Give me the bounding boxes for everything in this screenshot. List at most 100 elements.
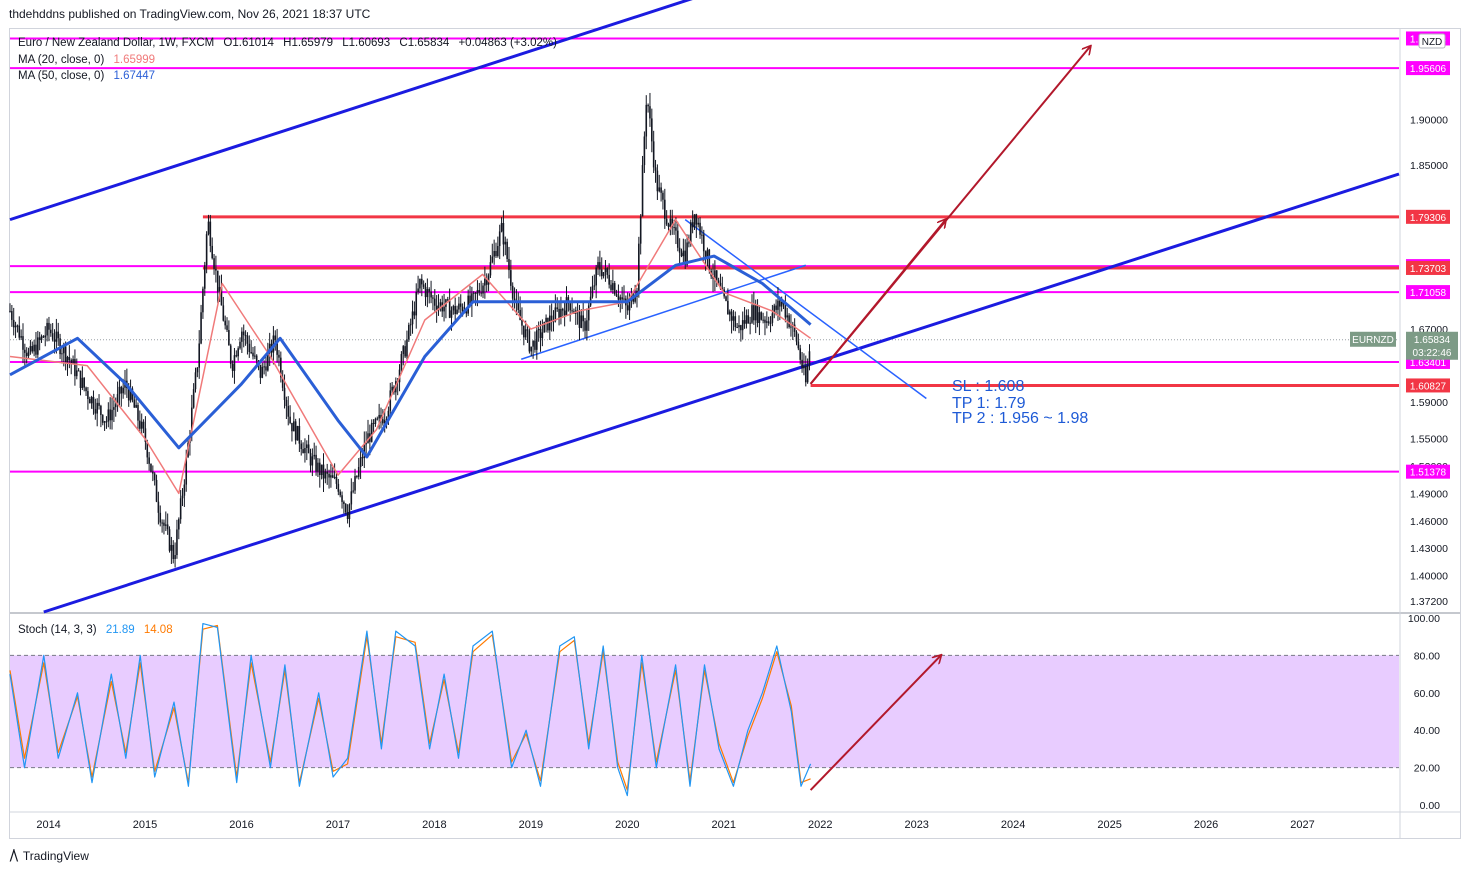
- stoch-k-line: [9, 623, 812, 797]
- candle-body: [294, 421, 297, 441]
- candle-body: [669, 218, 672, 227]
- candle-body: [129, 388, 132, 401]
- candle-body: [352, 490, 354, 492]
- candle-body: [344, 504, 347, 513]
- candle-body: [367, 433, 369, 444]
- candle-body: [563, 310, 566, 316]
- candle-body: [528, 330, 531, 352]
- legend-symbol: Euro / New Zealand Dollar, 1W, FXCM: [18, 37, 214, 49]
- candle-body: [547, 317, 549, 331]
- candle-body: [81, 377, 84, 388]
- price-level-tag: [1406, 61, 1450, 76]
- annotation-tp2: TP 2 : 1.956 ~ 1.98: [952, 410, 1088, 427]
- candle-body: [261, 366, 264, 378]
- candle-body: [213, 258, 215, 269]
- candle-body: [111, 409, 113, 421]
- candle-body: [404, 346, 406, 357]
- candle-body: [775, 305, 777, 310]
- candle-body: [322, 464, 325, 479]
- candle-body: [94, 409, 97, 414]
- candle-body: [738, 325, 740, 328]
- candle-body: [675, 227, 677, 231]
- candle-body: [370, 422, 373, 442]
- stoch-tick-label: 100.00: [1408, 613, 1440, 625]
- candle-body: [289, 416, 291, 423]
- symbol-tag: [1350, 331, 1396, 347]
- candle-body: [85, 387, 87, 392]
- candle-body: [797, 341, 800, 349]
- candle-body: [376, 418, 379, 420]
- candle-body: [478, 290, 481, 293]
- current-price-label: 1.65834: [1414, 335, 1451, 346]
- candle-body: [11, 311, 13, 320]
- price-level-tag: [1406, 464, 1450, 479]
- candle-body: [756, 304, 759, 323]
- candle-body: [502, 223, 505, 245]
- candle-body: [526, 329, 529, 331]
- candle-body: [561, 308, 564, 311]
- candle-body: [252, 352, 254, 357]
- x-tick-label: 2022: [808, 819, 832, 831]
- candle-body: [537, 328, 540, 331]
- candle-body: [708, 249, 711, 271]
- candle-body: [552, 321, 555, 323]
- candle-body: [116, 394, 119, 405]
- candle-body: [550, 315, 553, 322]
- candle-body: [610, 284, 612, 290]
- footer-brand[interactable]: ⧸⧹ TradingView: [10, 846, 89, 866]
- candle-body: [426, 289, 429, 298]
- candle-body: [276, 339, 278, 355]
- candle-body: [448, 299, 451, 318]
- candle-body: [92, 397, 95, 410]
- candle-body: [439, 302, 442, 306]
- candle-body: [326, 471, 328, 474]
- candle-body: [159, 512, 162, 523]
- candle-body: [437, 305, 440, 311]
- candle-body: [37, 337, 39, 355]
- candle-body: [684, 250, 687, 265]
- trendline-downtrend[interactable]: [684, 219, 927, 400]
- candle-body: [454, 306, 456, 315]
- candle-body: [103, 421, 106, 423]
- candle-body: [255, 355, 258, 361]
- trendline-channel_upper[interactable]: [9, 0, 714, 222]
- candle-body: [686, 242, 688, 265]
- candle-body: [339, 491, 341, 496]
- candle-body: [280, 357, 282, 378]
- candle-body: [586, 320, 588, 331]
- candle-body: [254, 355, 256, 357]
- candle-body: [150, 463, 152, 472]
- candle-body: [96, 402, 98, 414]
- target-arrow-2[interactable]: [809, 46, 1091, 385]
- candle-body: [536, 330, 538, 350]
- candle-body: [682, 250, 685, 257]
- candle-body: [415, 292, 418, 316]
- candle-body: [480, 292, 482, 294]
- candle-body: [491, 256, 494, 263]
- candle-body: [181, 495, 184, 499]
- candle-body: [337, 483, 340, 492]
- candle-body: [489, 262, 492, 276]
- candle-body: [211, 245, 213, 259]
- candle-body: [495, 250, 497, 257]
- candle-body: [688, 242, 690, 244]
- candle-body: [803, 366, 805, 369]
- price-level-tag: [1406, 285, 1450, 300]
- candle-body: [291, 422, 293, 432]
- candle-body: [203, 265, 206, 289]
- candle-body: [409, 324, 412, 326]
- candle-body: [728, 311, 731, 315]
- stoch-arrow[interactable]: [809, 655, 941, 791]
- candle-body: [356, 476, 358, 478]
- price-level-tag-label: 1.63401: [1410, 358, 1447, 369]
- currency-badge[interactable]: [1418, 33, 1446, 49]
- candle-body: [239, 341, 241, 349]
- x-tick-label: 2014: [36, 819, 60, 831]
- trendline-channel_lower[interactable]: [43, 172, 1400, 614]
- candle-body: [229, 345, 232, 364]
- candle-body: [389, 390, 392, 411]
- candle-body: [391, 386, 393, 391]
- candle-body: [74, 359, 76, 377]
- candle-body: [70, 360, 73, 364]
